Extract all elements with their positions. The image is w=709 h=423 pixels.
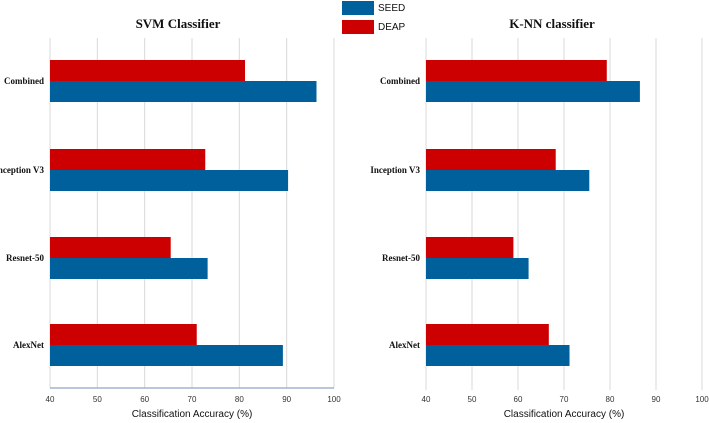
category-label: AlexNet — [389, 340, 420, 350]
legend-swatch-seed — [342, 1, 374, 15]
x-tick-labels: 40 50 60 70 80 90 100 — [46, 395, 342, 404]
category-label: Combined — [4, 76, 44, 86]
bar-deap-combined — [50, 60, 246, 81]
x-axis-label: Classification Accuracy (%) — [132, 409, 253, 420]
x-tick-label: 80 — [606, 395, 615, 404]
legend-label-deap: DEAP — [378, 22, 406, 33]
bar-seed-resnet-50 — [426, 258, 529, 279]
bar-seed-combined — [50, 81, 317, 102]
svm-chart: SVM Classifier Combined Inception V3 Resne… — [0, 16, 341, 420]
chart-title: K-NN classifier — [509, 16, 595, 31]
bar-seed-alexnet — [426, 345, 570, 366]
category-label: Resnet-50 — [6, 253, 44, 263]
bar-deap-resnet-50 — [50, 237, 171, 258]
bars — [50, 60, 317, 366]
legend-swatch-deap — [342, 20, 374, 34]
x-tick-label: 90 — [652, 395, 661, 404]
bar-seed-alexnet — [50, 345, 283, 366]
x-tick-label: 90 — [282, 395, 291, 404]
x-tick-labels: 40 50 60 70 80 90 100 — [422, 395, 709, 404]
legend-label-seed: SEED — [378, 3, 405, 14]
bar-seed-combined — [426, 81, 640, 102]
bar-deap-alexnet — [426, 324, 549, 345]
x-tick-label: 80 — [235, 395, 244, 404]
category-label: AlexNet — [13, 340, 44, 350]
x-tick-label: 60 — [140, 395, 149, 404]
knn-chart: K-NN classifier Combined Inception V3 Resn… — [370, 16, 709, 420]
bar-deap-inception-v3 — [50, 149, 206, 170]
category-label: Inception V3 — [370, 165, 420, 175]
category-labels: Combined Inception V3 Resnet-50 AlexNet — [370, 76, 420, 350]
category-label: Combined — [380, 76, 420, 86]
x-tick-label: 60 — [514, 395, 523, 404]
bar-deap-resnet-50 — [426, 237, 514, 258]
x-tick-label: 70 — [188, 395, 197, 404]
legend: SEED DEAP — [342, 1, 406, 34]
chart-title: SVM Classifier — [136, 16, 221, 31]
bar-seed-inception-v3 — [426, 170, 590, 191]
bar-deap-combined — [426, 60, 607, 81]
x-tick-label: 40 — [46, 395, 55, 404]
x-tick-label: 50 — [468, 395, 477, 404]
x-axis-label: Classification Accuracy (%) — [504, 409, 625, 420]
bar-deap-alexnet — [50, 324, 197, 345]
bar-seed-inception-v3 — [50, 170, 289, 191]
x-tick-label: 70 — [560, 395, 569, 404]
x-tick-label: 100 — [327, 395, 341, 404]
x-tick-label: 100 — [695, 395, 709, 404]
bar-seed-resnet-50 — [50, 258, 208, 279]
bars — [426, 60, 640, 366]
category-labels: Combined Inception V3 Resnet-50 AlexNet — [0, 76, 44, 350]
category-label: Resnet-50 — [382, 253, 420, 263]
category-label: Inception V3 — [0, 165, 44, 175]
bar-deap-inception-v3 — [426, 149, 556, 170]
x-tick-label: 50 — [93, 395, 102, 404]
x-tick-label: 40 — [422, 395, 431, 404]
